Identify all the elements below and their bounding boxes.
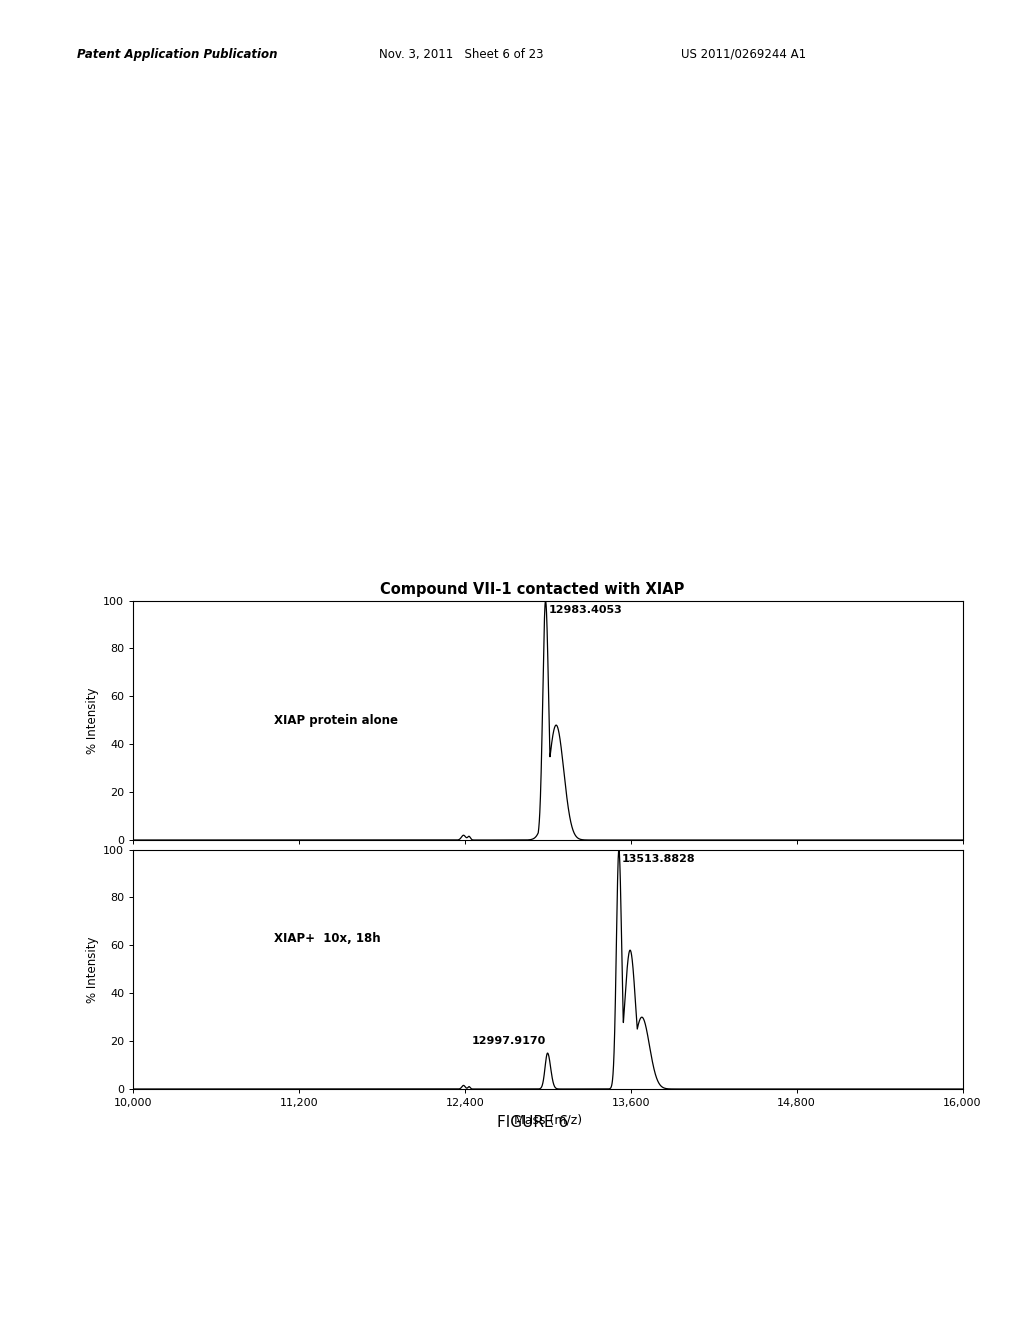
Text: XIAP protein alone: XIAP protein alone [274, 714, 398, 727]
Text: Nov. 3, 2011   Sheet 6 of 23: Nov. 3, 2011 Sheet 6 of 23 [379, 48, 544, 61]
Y-axis label: % Intensity: % Intensity [86, 686, 99, 754]
Text: US 2011/0269244 A1: US 2011/0269244 A1 [681, 48, 806, 61]
Text: 12997.9170: 12997.9170 [471, 1036, 546, 1045]
Y-axis label: % Intensity: % Intensity [86, 936, 99, 1003]
Text: 12983.4053: 12983.4053 [548, 606, 622, 615]
Text: 13513.8828: 13513.8828 [622, 854, 695, 865]
Text: Compound VII-1 contacted with XIAP: Compound VII-1 contacted with XIAP [380, 582, 685, 597]
Text: XIAP+  10x, 18h: XIAP+ 10x, 18h [274, 932, 381, 945]
Text: Patent Application Publication: Patent Application Publication [77, 48, 278, 61]
Text: FIGURE 6: FIGURE 6 [497, 1115, 568, 1130]
X-axis label: Mass (m/z): Mass (m/z) [514, 1114, 582, 1126]
